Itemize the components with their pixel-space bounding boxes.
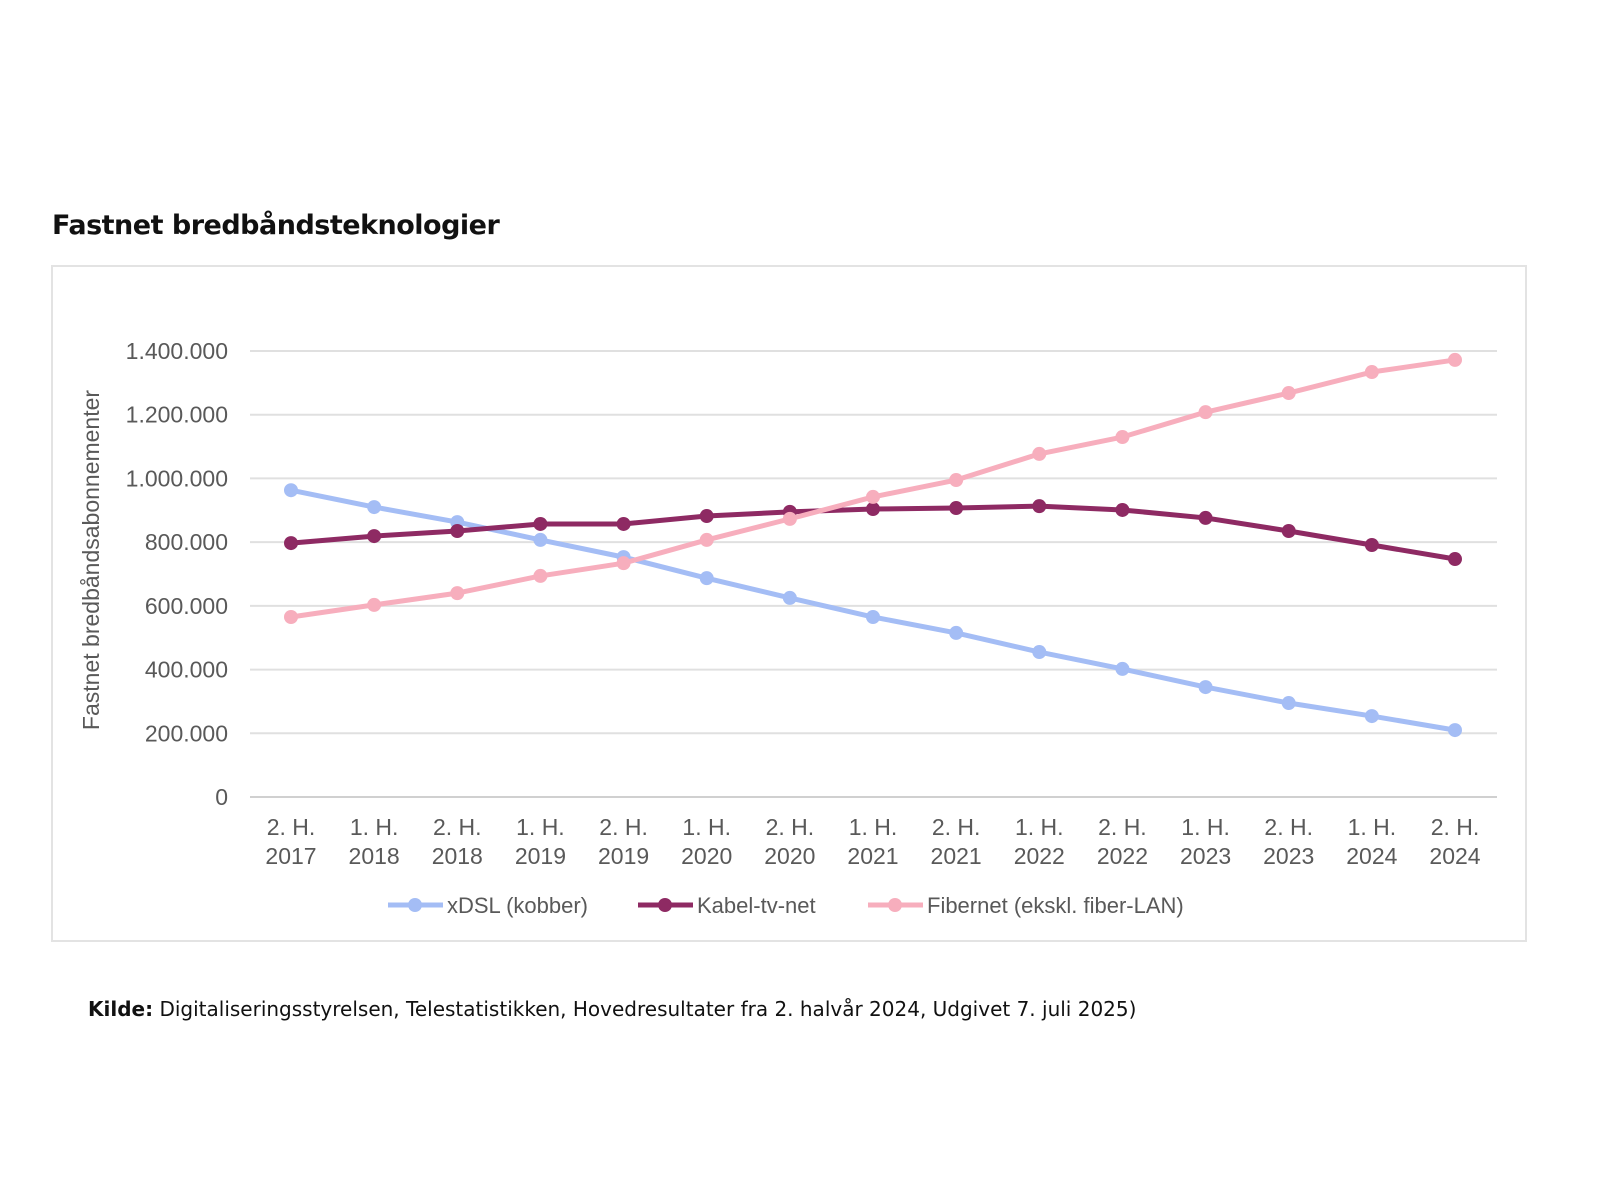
data-point [1032,446,1047,461]
legend-label: Fibernet (ekskl. fiber-LAN) [927,893,1184,918]
x-tick-label: 1. H. [1015,814,1064,840]
data-point [1032,645,1047,660]
x-tick-label: 2022 [1097,843,1148,869]
series-line [288,357,1458,620]
data-point [699,532,714,547]
data-point [949,501,964,516]
data-point [450,523,465,538]
data-point [1198,510,1213,525]
x-tick-label: 2. H. [932,814,981,840]
x-tick-label: 1. H. [350,814,399,840]
x-tick-label: 2. H. [433,814,482,840]
data-point [284,536,298,551]
data-point [367,597,382,612]
x-tick-label: 2018 [432,843,483,869]
data-point [1281,386,1296,401]
data-point [1448,352,1462,367]
data-point [1115,502,1130,517]
x-tick-label: 2. H. [1431,814,1480,840]
data-point [1115,661,1130,676]
data-point [699,571,714,586]
y-axis-label: Fastnet bredbåndsabonnementer [78,390,104,730]
data-point [1198,405,1213,420]
x-tick-label: 2017 [265,843,316,869]
legend-swatch-marker [658,898,672,912]
data-point [1198,680,1213,695]
x-tick-label: 1. H. [1181,814,1230,840]
data-point [1032,499,1047,514]
chart-title: Fastnet bredbåndsteknologier [52,210,500,241]
data-point [1364,709,1379,724]
data-point [782,590,797,605]
data-point [1448,552,1462,567]
x-tick-label: 2022 [1014,843,1065,869]
data-point [949,625,964,640]
x-tick-label: 2. H. [1098,814,1147,840]
y-tick-label: 400.000 [145,657,228,683]
data-point [866,502,880,517]
data-point [367,529,382,544]
x-tick-label: 1. H. [1348,814,1397,840]
x-tick-label: 2023 [1263,843,1314,869]
x-tick-label: 2. H. [599,814,648,840]
legend-swatch-marker [888,898,902,912]
data-point [782,511,797,526]
x-tick-label: 1. H. [682,814,731,840]
data-point [1281,696,1296,711]
y-tick-label: 1.200.000 [126,402,228,428]
data-point [616,556,631,571]
data-point [1364,538,1379,553]
x-tick-label: 2021 [931,843,982,869]
data-point [1281,523,1296,538]
data-point [284,610,298,625]
x-tick-label: 2019 [598,843,649,869]
chart-frame [51,265,1527,942]
data-point [533,568,548,583]
x-tick-label: 2018 [349,843,400,869]
x-tick-label: 1. H. [849,814,898,840]
data-point [866,610,880,625]
x-tick-label: 2024 [1429,843,1480,869]
data-point [284,483,298,498]
data-point [699,509,714,524]
source-text: Digitaliseringsstyrelsen, Telestatistikk… [159,997,1137,1021]
x-tick-label: 2. H. [1264,814,1313,840]
data-point [616,516,631,531]
legend-label: Kabel-tv-net [697,893,816,918]
x-tick-label: 2021 [847,843,898,869]
x-tick-label: 2019 [515,843,566,869]
legend-label: xDSL (kobber) [447,893,588,918]
legend-swatch-marker [408,898,422,912]
data-point [367,500,382,515]
source-label: Kilde: [88,997,154,1021]
data-point [533,516,548,531]
x-tick-label: 2020 [764,843,815,869]
data-point [949,473,964,488]
data-point [533,532,548,547]
y-tick-label: 600.000 [145,593,228,619]
y-tick-label: 800.000 [145,529,228,555]
x-tick-label: 2. H. [267,814,316,840]
y-tick-label: 200.000 [145,720,228,746]
source-note: Kilde: Digitaliseringsstyrelsen, Telesta… [88,997,1136,1021]
data-point [450,586,465,601]
data-point [866,489,880,504]
x-tick-label: 2020 [681,843,732,869]
data-point [1448,723,1462,738]
x-tick-label: 1. H. [516,814,565,840]
y-tick-label: 0 [215,784,228,810]
x-tick-label: 2024 [1346,843,1397,869]
x-tick-label: 2. H. [766,814,815,840]
y-tick-label: 1.400.000 [126,338,228,364]
x-tick-label: 2023 [1180,843,1231,869]
data-point [1364,365,1379,380]
data-point [1115,430,1130,445]
y-tick-label: 1.000.000 [126,465,228,491]
